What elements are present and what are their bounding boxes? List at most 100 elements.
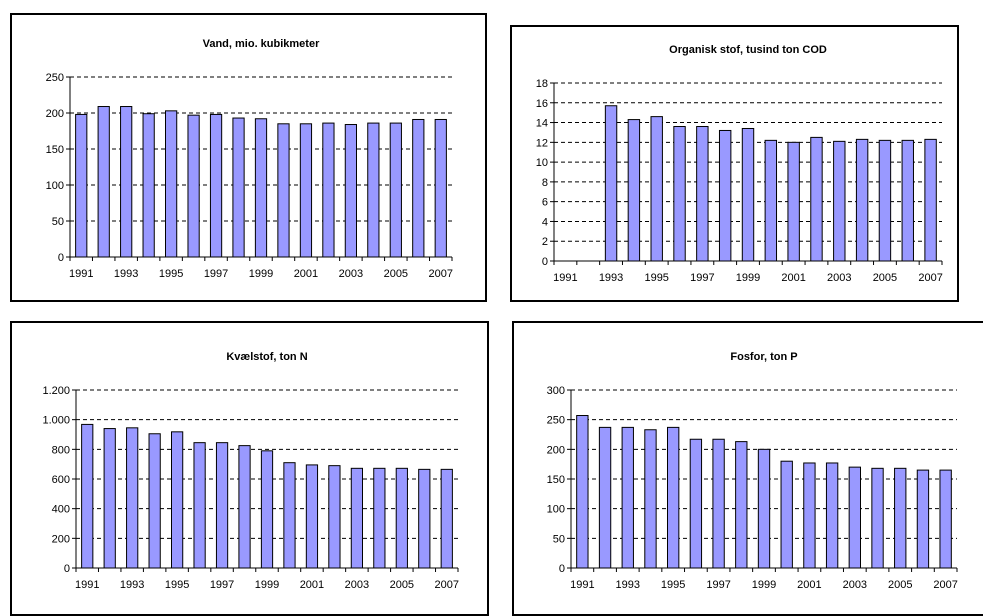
bar-1991: [576, 415, 589, 569]
bar-1995: [171, 431, 184, 569]
x-tick-label: 2001: [300, 579, 324, 591]
chart-title: Fosfor, ton P: [730, 351, 797, 363]
x-tick-label: 1997: [204, 268, 228, 280]
bar-1997: [215, 442, 229, 569]
y-tick-label: 800: [52, 444, 70, 456]
x-tick-label: 2003: [345, 579, 369, 591]
bar-1996: [193, 442, 206, 569]
x-tick-label: 1991: [75, 579, 99, 591]
y-tick-label: 1.200: [42, 385, 70, 397]
bar-1998: [718, 129, 732, 262]
y-tick-label: 12: [536, 137, 548, 149]
bar-2006: [418, 468, 431, 569]
x-tick-label: 1993: [120, 579, 144, 591]
y-tick-label: 0: [542, 256, 548, 268]
bar-1995: [667, 426, 680, 569]
bar-2003: [350, 467, 364, 569]
y-tick-label: 0: [58, 252, 64, 264]
bar-2000: [277, 123, 290, 258]
bar-1994: [644, 429, 657, 569]
y-tick-label: 50: [553, 533, 565, 545]
bar-1998: [238, 445, 251, 569]
x-tick-label: 2007: [435, 579, 459, 591]
bar-2005: [878, 139, 892, 262]
bar-1996: [187, 114, 200, 258]
bar-2006: [916, 469, 930, 569]
bar-1993: [120, 106, 133, 258]
bar-2004: [871, 467, 884, 569]
bar-1992: [598, 426, 612, 569]
bar-2001: [305, 464, 319, 569]
y-tick-label: 0: [559, 563, 565, 575]
chart-vand: Vand, mio. kubikmeter 0 50 100 150 200 250 1991…: [46, 38, 453, 280]
bar-1999: [741, 127, 755, 262]
bar-2002: [322, 122, 335, 258]
y-tick-label: 16: [536, 98, 548, 110]
bar-1998: [232, 117, 245, 258]
bar-2000: [283, 462, 296, 569]
bar-1997: [696, 126, 709, 262]
bar-2006: [901, 139, 914, 262]
x-tick-label: 1999: [255, 579, 279, 591]
bar-2002: [328, 465, 341, 569]
bar-1996: [689, 438, 703, 569]
bar-2000: [780, 460, 793, 569]
bar-1995: [650, 116, 663, 262]
bar-2007: [440, 468, 453, 569]
x-tick-label: 1995: [165, 579, 189, 591]
chart-panel-fosfor: Fosfor, ton P 0 50 100 150 200 250 300 1991 1993 1…: [512, 321, 983, 616]
bar-2002: [825, 462, 839, 569]
y-tick-label: 600: [52, 474, 70, 486]
x-tick-label: 2003: [843, 579, 867, 591]
x-tick-label: 1993: [599, 272, 623, 284]
x-tick-label: 1997: [706, 579, 730, 591]
bar-2002: [810, 136, 823, 262]
x-tick-label: 1991: [553, 272, 577, 284]
x-tick-label: 1993: [114, 268, 138, 280]
x-tick-label: 1993: [616, 579, 640, 591]
chart-title: Kvælstof, ton N: [226, 351, 307, 363]
bar-1998: [735, 441, 748, 569]
x-tick-label: 2001: [781, 272, 805, 284]
bar-2005: [389, 122, 402, 258]
bar-2004: [855, 138, 869, 262]
bar-1991: [81, 423, 94, 569]
chart-panel-kvaelstof: Kvælstof, ton N 0 200 400 600 800 1.000 1.200 19…: [10, 321, 489, 616]
bar-2006: [412, 118, 425, 258]
bar-2007: [434, 118, 447, 258]
y-tick-label: 8: [542, 177, 548, 189]
bar-1994: [627, 119, 641, 262]
bar-2001: [299, 123, 313, 258]
x-tick-label: 2003: [339, 268, 363, 280]
chart-panel-organisk-stof: Organisk stof, tusind ton COD 0 2 4 6 8 10 12 14…: [510, 25, 959, 302]
bar-2004: [373, 467, 386, 569]
x-tick-label: 1999: [736, 272, 760, 284]
bar-1994: [148, 433, 161, 569]
x-tick-label: 2003: [827, 272, 851, 284]
bar-1999: [260, 450, 274, 569]
bar-1994: [142, 113, 155, 258]
bar-1992: [103, 428, 116, 569]
x-tick-label: 1997: [210, 579, 234, 591]
y-tick-label: 50: [52, 216, 64, 228]
bar-2000: [764, 139, 778, 262]
y-tick-label: 250: [46, 72, 64, 84]
chart-panel-vand: Vand, mio. kubikmeter 0 50 100 150 200 250 1991…: [10, 13, 487, 302]
bar-1999: [757, 448, 771, 569]
x-tick-label: 2001: [294, 268, 318, 280]
y-tick-label: 4: [542, 216, 548, 228]
bar-1996: [673, 126, 686, 262]
y-tick-label: 150: [46, 144, 64, 156]
bar-1993: [621, 426, 634, 569]
x-tick-label: 2001: [797, 579, 821, 591]
x-tick-label: 1999: [249, 268, 273, 280]
bar-2004: [367, 122, 380, 258]
y-tick-label: 300: [547, 385, 565, 397]
bar-2001: [803, 462, 816, 569]
bar-2007: [939, 469, 952, 569]
chart-title: Organisk stof, tusind ton COD: [669, 44, 827, 56]
x-tick-label: 1997: [690, 272, 714, 284]
x-tick-label: 1995: [644, 272, 668, 284]
y-tick-label: 200: [46, 108, 64, 120]
bar-2005: [894, 467, 907, 569]
